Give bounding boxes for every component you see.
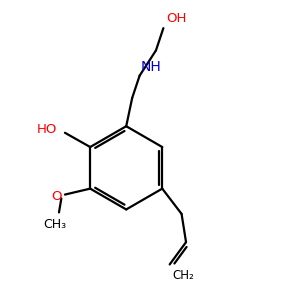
Text: CH₂: CH₂ xyxy=(173,269,194,282)
Text: OH: OH xyxy=(166,12,186,25)
Text: NH: NH xyxy=(141,60,162,74)
Text: HO: HO xyxy=(37,123,58,136)
Text: CH₃: CH₃ xyxy=(43,218,66,231)
Text: O: O xyxy=(51,190,62,202)
